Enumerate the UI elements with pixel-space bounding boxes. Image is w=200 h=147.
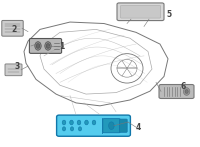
Text: 1: 1 [59,42,65,51]
Ellipse shape [62,127,66,131]
Ellipse shape [109,122,114,130]
FancyBboxPatch shape [2,20,23,36]
FancyBboxPatch shape [120,5,161,18]
Text: 6: 6 [180,82,186,91]
Ellipse shape [78,127,82,131]
Ellipse shape [183,88,190,95]
Text: 3: 3 [14,62,20,71]
FancyBboxPatch shape [117,3,164,21]
Ellipse shape [46,44,50,48]
Text: 2: 2 [11,25,16,34]
Ellipse shape [77,120,81,125]
Ellipse shape [85,120,88,125]
Ellipse shape [70,127,74,131]
Text: 5: 5 [166,10,172,20]
Ellipse shape [62,120,66,125]
Ellipse shape [35,42,41,50]
Text: 4: 4 [135,123,141,132]
FancyBboxPatch shape [5,64,22,76]
Ellipse shape [92,120,96,125]
Ellipse shape [36,44,40,48]
FancyBboxPatch shape [120,119,127,132]
Ellipse shape [70,120,73,125]
Ellipse shape [185,90,188,93]
Ellipse shape [45,42,51,50]
FancyBboxPatch shape [29,39,62,53]
FancyBboxPatch shape [57,115,130,136]
FancyBboxPatch shape [103,119,120,133]
FancyBboxPatch shape [159,85,194,98]
